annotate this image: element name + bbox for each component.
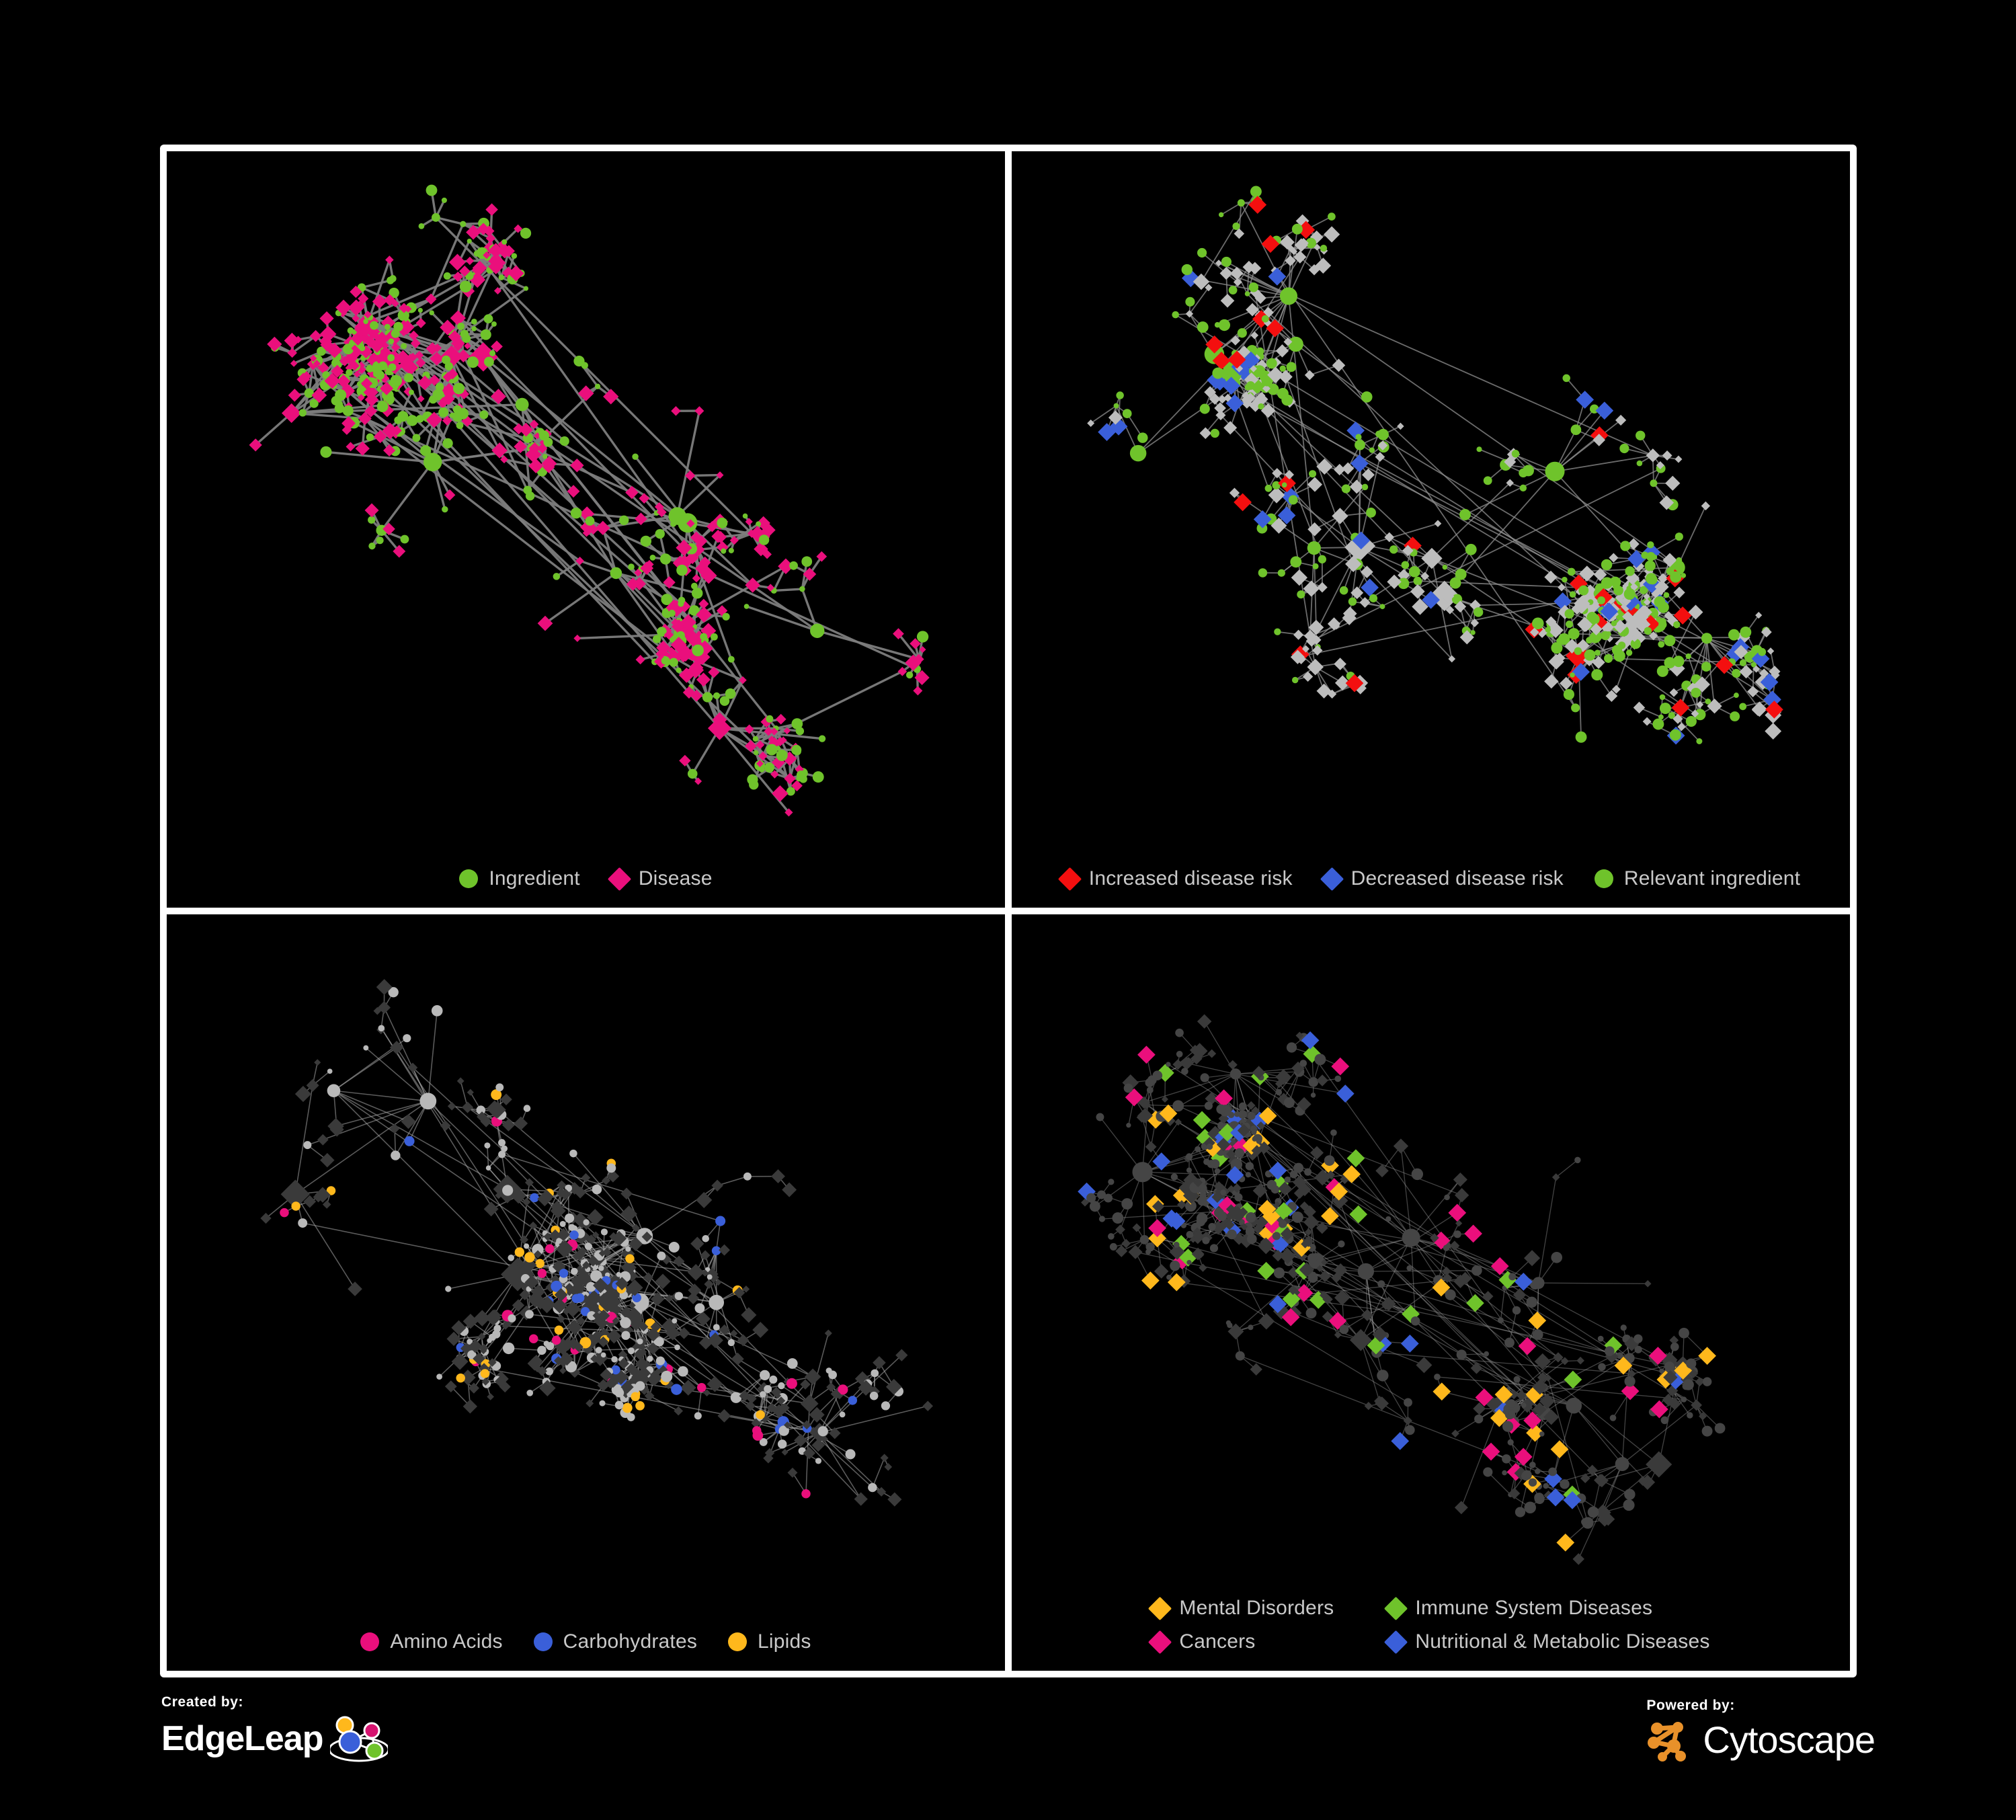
powered-by-label: Powered by: (1646, 1698, 1735, 1713)
legend-item-label: Immune System Diseases (1415, 1597, 1653, 1619)
legend-item-label: Relevant ingredient (1623, 867, 1801, 889)
legend-2: Amino Acids Carbohydrates Lipids (167, 1630, 1005, 1653)
legend-item[interactable]: Nutritional & Metabolic Diseases (1384, 1630, 1710, 1654)
legend-item[interactable]: Disease (607, 867, 713, 891)
legend-item[interactable]: Lipids (728, 1630, 811, 1653)
circle-marker-icon (459, 869, 479, 888)
legend-item[interactable]: Relevant ingredient (1594, 867, 1801, 890)
brand-powered-by: Powered by: Cytoscape (1646, 1698, 1876, 1762)
legend-item[interactable]: Decreased disease risk (1320, 867, 1564, 891)
legend-item-label: Lipids (758, 1630, 811, 1653)
legend-item[interactable]: Carbohydrates (533, 1630, 698, 1653)
legend-3: Mental Disorders Immune System Diseases Ca… (1088, 1596, 1774, 1654)
panel-ingredient-class-network[interactable]: Amino Acids Carbohydrates Lipids (167, 914, 1005, 1671)
legend-item-label: Nutritional & Metabolic Diseases (1415, 1630, 1710, 1653)
cytoscape-wordmark: Cytoscape (1703, 1718, 1876, 1761)
legend-item-label: Disease (638, 867, 713, 889)
legend-item-label: Decreased disease risk (1350, 867, 1564, 889)
legend-0: Ingredient Disease (167, 867, 1005, 891)
legend-item[interactable]: Amino Acids (360, 1630, 502, 1653)
legend-1: Increased disease risk Decreased disease … (1012, 867, 1850, 891)
legend-item-label: Mental Disorders (1179, 1597, 1334, 1619)
legend-item[interactable]: Increased disease risk (1057, 867, 1293, 891)
legend-item[interactable]: Mental Disorders (1148, 1596, 1334, 1620)
legend-item[interactable]: Cancers (1148, 1630, 1334, 1654)
panel-disease-risk-network[interactable]: Increased disease risk Decreased disease … (1012, 151, 1850, 908)
brand-created-by: Created by: EdgeLeap (161, 1694, 388, 1763)
network-canvas-0[interactable] (167, 151, 1005, 908)
legend-item-label: Increased disease risk (1088, 867, 1293, 889)
panel-ingredient-disease-network[interactable]: Ingredient Disease (167, 151, 1005, 908)
network-canvas-1[interactable] (1012, 151, 1850, 908)
edgeleap-node-logo (329, 1716, 388, 1762)
legend-item[interactable]: Immune System Diseases (1384, 1596, 1709, 1620)
circle-marker-icon (533, 1632, 553, 1651)
cytoscape-node-logo (1648, 1722, 1687, 1762)
circle-marker-icon (728, 1632, 748, 1651)
legend-item-label: Carbohydrates (563, 1630, 698, 1653)
circle-marker-icon (1594, 869, 1613, 888)
diamond-marker-icon (1148, 1596, 1172, 1620)
diamond-marker-icon (1320, 867, 1344, 891)
created-by-label: Created by: (161, 1694, 244, 1710)
network-canvas-2[interactable] (167, 914, 1005, 1671)
diamond-marker-icon (1057, 867, 1082, 891)
diamond-marker-icon (1384, 1630, 1408, 1654)
network-figure-grid: Ingredient Disease Increased disease risk… (160, 145, 1857, 1677)
legend-item-label: Amino Acids (390, 1630, 503, 1653)
legend-item-label: Ingredient (489, 867, 580, 889)
diamond-marker-icon (1148, 1630, 1172, 1654)
panel-disease-class-network[interactable]: Mental Disorders Immune System Diseases Ca… (1012, 914, 1850, 1671)
diamond-marker-icon (607, 867, 631, 891)
edgeleap-wordmark: EdgeLeap (161, 1719, 323, 1758)
network-canvas-3[interactable] (1012, 914, 1850, 1671)
legend-item-label: Cancers (1179, 1630, 1256, 1653)
legend-item[interactable]: Ingredient (459, 867, 580, 890)
circle-marker-icon (360, 1632, 380, 1651)
diamond-marker-icon (1384, 1596, 1408, 1620)
